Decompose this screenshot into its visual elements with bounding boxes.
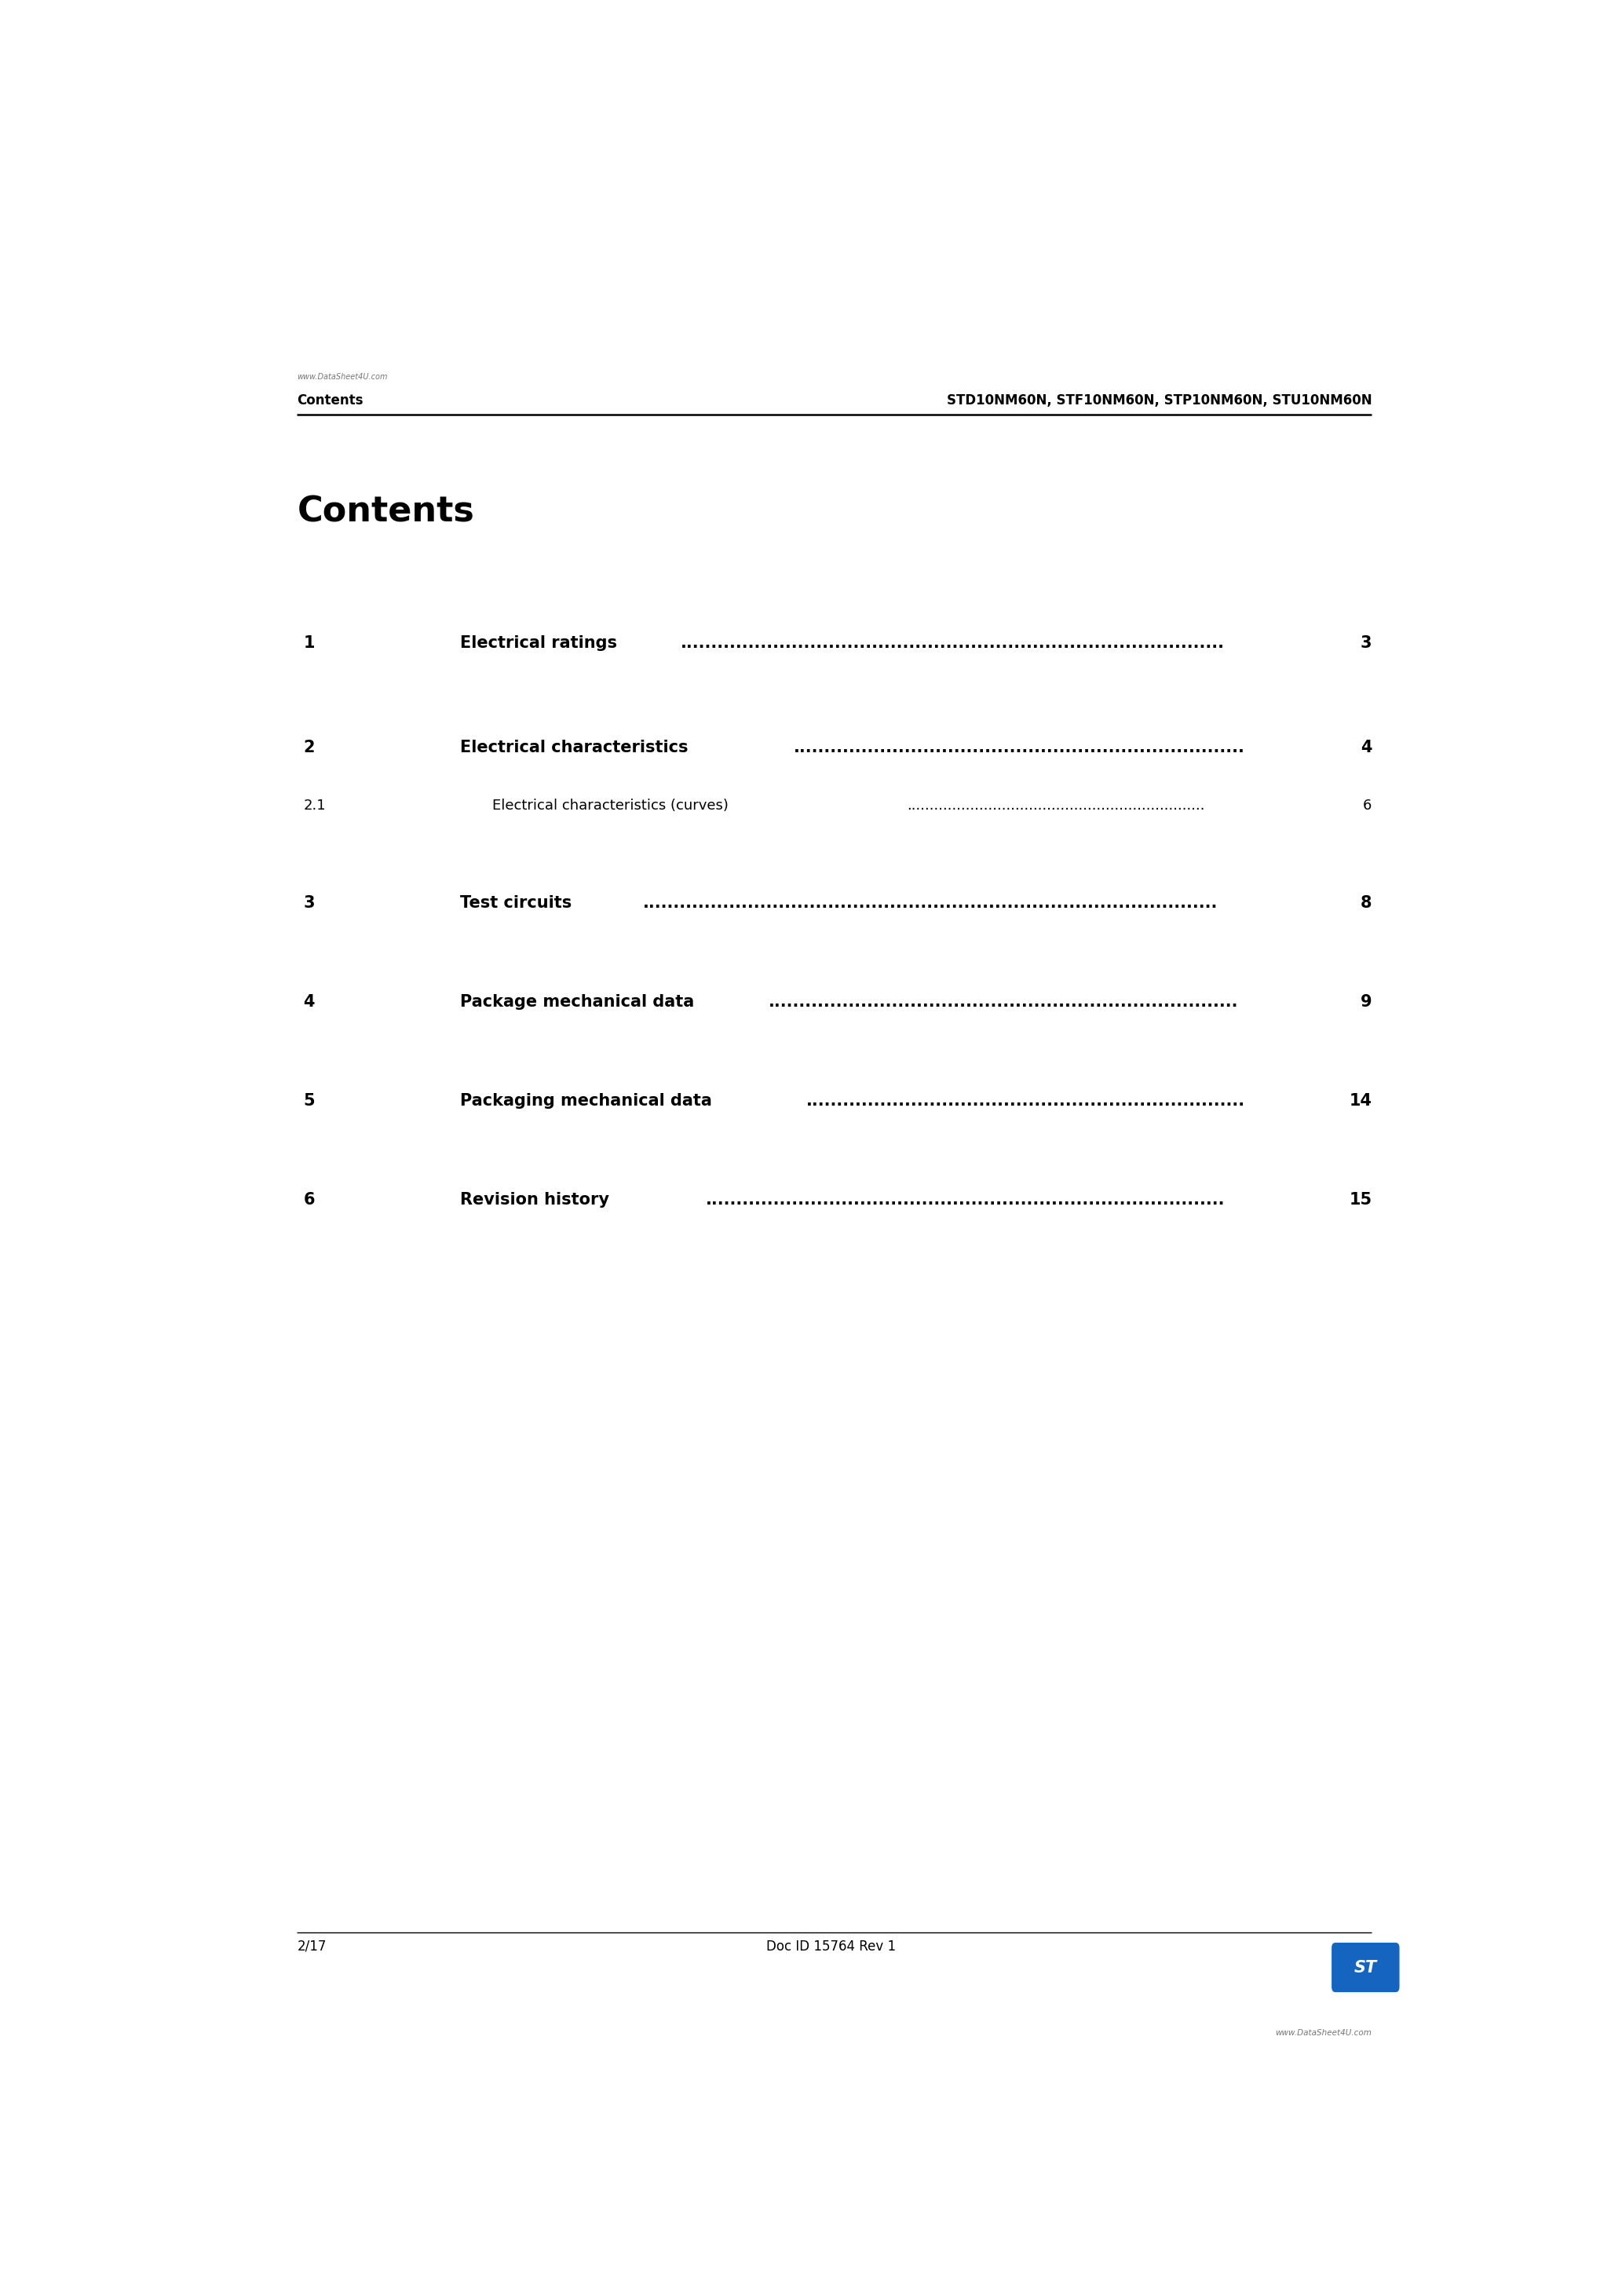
Text: STD10NM60N, STF10NM60N, STP10NM60N, STU10NM60N: STD10NM60N, STF10NM60N, STP10NM60N, STU1… [947,393,1372,406]
Text: Electrical ratings: Electrical ratings [461,636,618,652]
Text: ST: ST [1354,1958,1377,1975]
Text: 14: 14 [1350,1093,1372,1109]
Text: 3: 3 [1361,636,1372,652]
Text: ..................................................................: ........................................… [907,799,1205,813]
Text: Package mechanical data: Package mechanical data [461,994,694,1010]
Text: 9: 9 [1361,994,1372,1010]
Text: 4: 4 [303,994,315,1010]
Text: ................................................................................: ........................................… [706,1192,1225,1208]
Text: 2: 2 [303,739,315,755]
Text: 15: 15 [1350,1192,1372,1208]
Text: Contents: Contents [297,494,474,528]
Text: 2/17: 2/17 [297,1940,326,1954]
Text: .......................................................................: ........................................… [806,1093,1246,1109]
Text: 6: 6 [303,1192,315,1208]
Text: ............................................................................: ........................................… [769,994,1238,1010]
Text: 5: 5 [303,1093,315,1109]
Text: 8: 8 [1361,895,1372,912]
Text: Revision history: Revision history [461,1192,610,1208]
Text: 4: 4 [1361,739,1372,755]
Text: 3: 3 [303,895,315,912]
Text: www.DataSheet4U.com: www.DataSheet4U.com [1275,2030,1372,2037]
Text: Contents: Contents [297,393,363,406]
Text: .........................................................................: ........................................… [793,739,1246,755]
Text: 6: 6 [1362,799,1372,813]
Text: Doc ID 15764 Rev 1: Doc ID 15764 Rev 1 [767,1940,895,1954]
Text: Electrical characteristics: Electrical characteristics [461,739,688,755]
Text: 1: 1 [303,636,315,652]
Text: Electrical characteristics (curves): Electrical characteristics (curves) [491,799,728,813]
Text: Test circuits: Test circuits [461,895,573,912]
FancyBboxPatch shape [1332,1942,1400,1993]
Text: www.DataSheet4U.com: www.DataSheet4U.com [297,372,388,381]
Text: Packaging mechanical data: Packaging mechanical data [461,1093,712,1109]
Text: ................................................................................: ........................................… [642,895,1218,912]
Text: ................................................................................: ........................................… [681,636,1225,652]
Text: 2.1: 2.1 [303,799,326,813]
